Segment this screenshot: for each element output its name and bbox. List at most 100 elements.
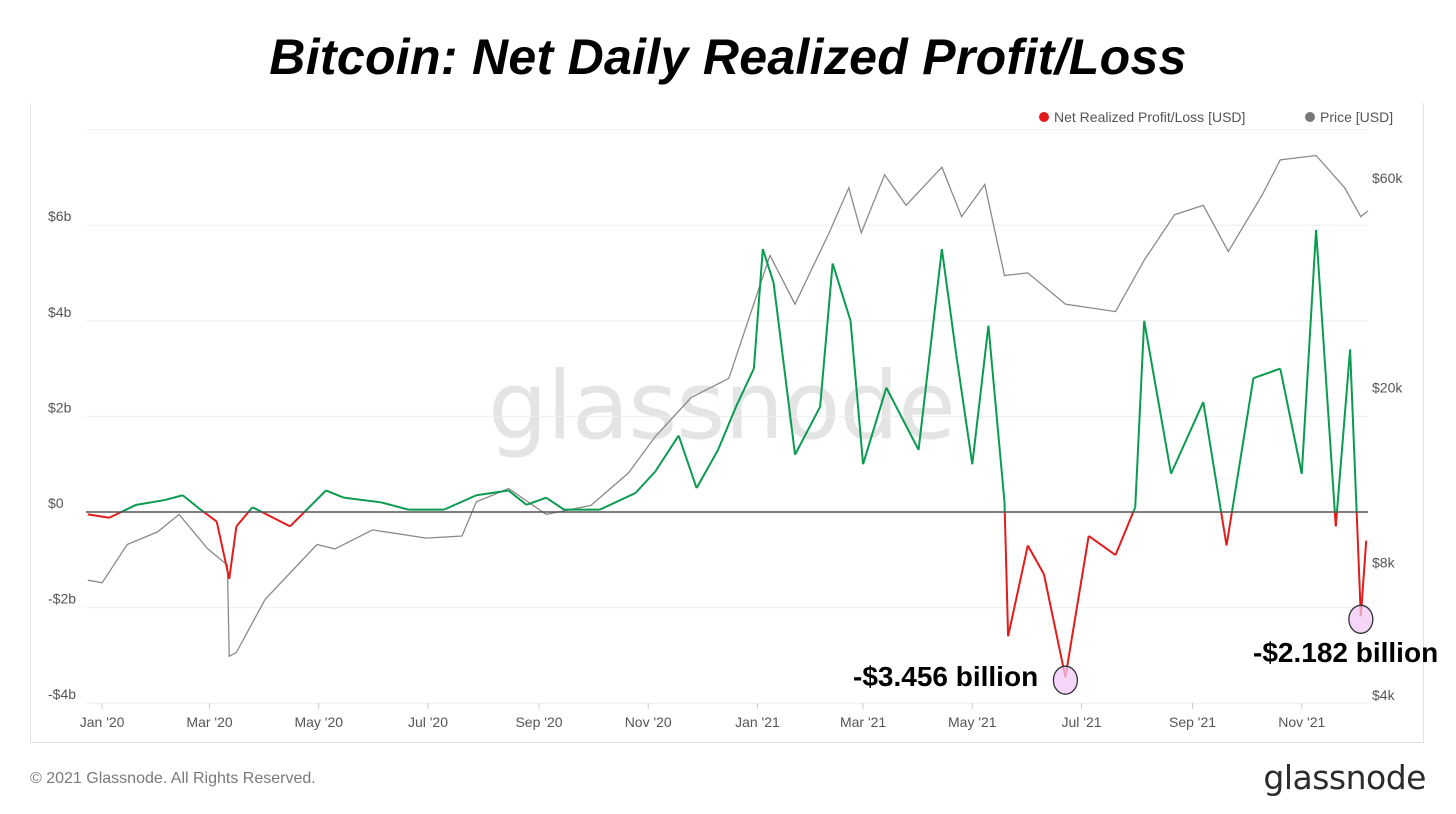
pnl-segment (862, 387, 888, 465)
pnl-segment (325, 489, 345, 499)
pnl-segment (1334, 511, 1338, 527)
pnl-segment (1230, 378, 1255, 513)
chart-title: Bitcoin: Net Daily Realized Profit/Loss (269, 29, 1187, 85)
pnl-segment (381, 501, 409, 511)
pnl-segment (215, 521, 231, 580)
legend-marker-price (1305, 112, 1315, 122)
pnl-segment (917, 248, 943, 450)
copyright-text: © 2021 Glassnode. All Rights Reserved. (30, 770, 316, 787)
y-left-tick-label: $4b (48, 304, 72, 320)
pnl-segment (1359, 540, 1368, 617)
pnl-segment (1349, 349, 1358, 513)
legend: Net Realized Profit/Loss [USD] Price [US… (1039, 109, 1393, 125)
pnl-segment (507, 489, 528, 506)
pnl-segment (1170, 401, 1205, 475)
price-line (87, 154, 1369, 658)
price-series (87, 154, 1369, 658)
pnl-segment (1134, 320, 1146, 508)
right-axis-ticks: $60k $20k $8k $4k (1372, 170, 1403, 703)
pnl-segment (545, 496, 565, 511)
pnl-segment (819, 263, 834, 407)
pnl-segment (526, 496, 547, 506)
pnl-segment (235, 511, 250, 527)
pnl-segment (849, 320, 865, 465)
legend-marker-profit-loss (1039, 112, 1049, 122)
pnl-segment (443, 494, 477, 511)
y-left-tick-label: $2b (48, 399, 72, 415)
annotation-highlight-0 (1052, 665, 1079, 695)
chart-panel (30, 103, 1424, 743)
pnl-segment (695, 449, 719, 489)
pnl-segment (735, 368, 755, 408)
y-right-tick-label: $60k (1372, 170, 1403, 186)
pnl-segment (182, 494, 202, 511)
pnl-segment (971, 325, 990, 465)
brand-logo: glassnode (1263, 758, 1426, 797)
y-right-tick-label: $20k (1372, 380, 1403, 396)
x-tick-label: Mar '20 (186, 714, 232, 730)
y-left-tick-label: -$4b (48, 686, 76, 702)
pnl-segment (1220, 511, 1228, 546)
pnl-segment (135, 499, 165, 506)
x-tick-label: Jan '21 (735, 714, 780, 730)
y-left-tick-label: $6b (48, 208, 72, 224)
pnl-segment (794, 406, 821, 456)
annotation-label-low-june: -$3.456 billion (853, 661, 1039, 692)
pnl-segment (108, 511, 122, 519)
pnl-segment (654, 434, 680, 472)
pnl-segment (87, 513, 110, 519)
pnl-segment (303, 489, 327, 513)
left-axis-ticks: $6b $4b $2b $0 -$2b -$4b (48, 208, 76, 702)
profit-loss-series (87, 229, 1368, 678)
pnl-segment (1225, 511, 1233, 546)
legend-label-profit-loss: Net Realized Profit/Loss [USD] (1054, 109, 1245, 125)
pnl-segment (955, 354, 974, 465)
pnl-segment (987, 325, 1006, 503)
pnl-segment (1064, 535, 1090, 678)
pnl-segment (1335, 349, 1352, 513)
x-tick-label: Sep '21 (1169, 714, 1216, 730)
pnl-segment (289, 511, 306, 528)
annotation-highlights (1052, 604, 1374, 695)
pnl-segment (677, 435, 698, 489)
pnl-segment (1007, 545, 1029, 637)
x-tick-label: Mar '21 (840, 714, 886, 730)
pnl-segment (1279, 368, 1303, 474)
pnl-segment (885, 387, 920, 451)
pnl-segment (772, 282, 797, 455)
y-left-tick-label: -$2b (48, 591, 76, 607)
y-right-tick-label: $4k (1372, 687, 1396, 703)
pnl-segment (1300, 229, 1318, 474)
y-left-tick-label: $0 (48, 495, 64, 511)
x-tick-label: Nov '20 (625, 714, 672, 730)
y-right-tick-label: $8k (1372, 555, 1396, 571)
pnl-segment (228, 526, 238, 580)
pnl-segment (752, 249, 764, 369)
pnl-segment (164, 494, 183, 502)
pnl-segment (831, 263, 852, 322)
pnl-segment (1114, 511, 1135, 556)
gridlines (86, 129, 1368, 704)
x-tick-label: May '20 (294, 714, 343, 730)
x-tick-label: Jul '20 (408, 714, 448, 730)
x-tick-label: Jan '20 (80, 714, 125, 730)
x-tick-label: Nov '21 (1278, 714, 1325, 730)
pnl-segment (940, 248, 958, 355)
x-tick-label: Jul '21 (1062, 714, 1102, 730)
legend-label-price: Price [USD] (1320, 109, 1393, 125)
pnl-segment (120, 503, 137, 513)
x-tick-label: May '21 (948, 714, 997, 730)
pnl-segment (634, 470, 657, 494)
pnl-segment (1026, 544, 1045, 575)
pnl-segment (1202, 401, 1223, 513)
pnl-segment (1042, 573, 1067, 678)
x-tick-label: Sep '20 (515, 714, 562, 730)
pnl-segment (1315, 229, 1336, 513)
pnl-segment (476, 489, 509, 497)
pnl-segment (203, 511, 218, 523)
pnl-segment (761, 248, 775, 283)
pnl-segment (261, 511, 291, 528)
pnl-segment (1253, 367, 1281, 380)
pnl-segment (717, 406, 737, 451)
